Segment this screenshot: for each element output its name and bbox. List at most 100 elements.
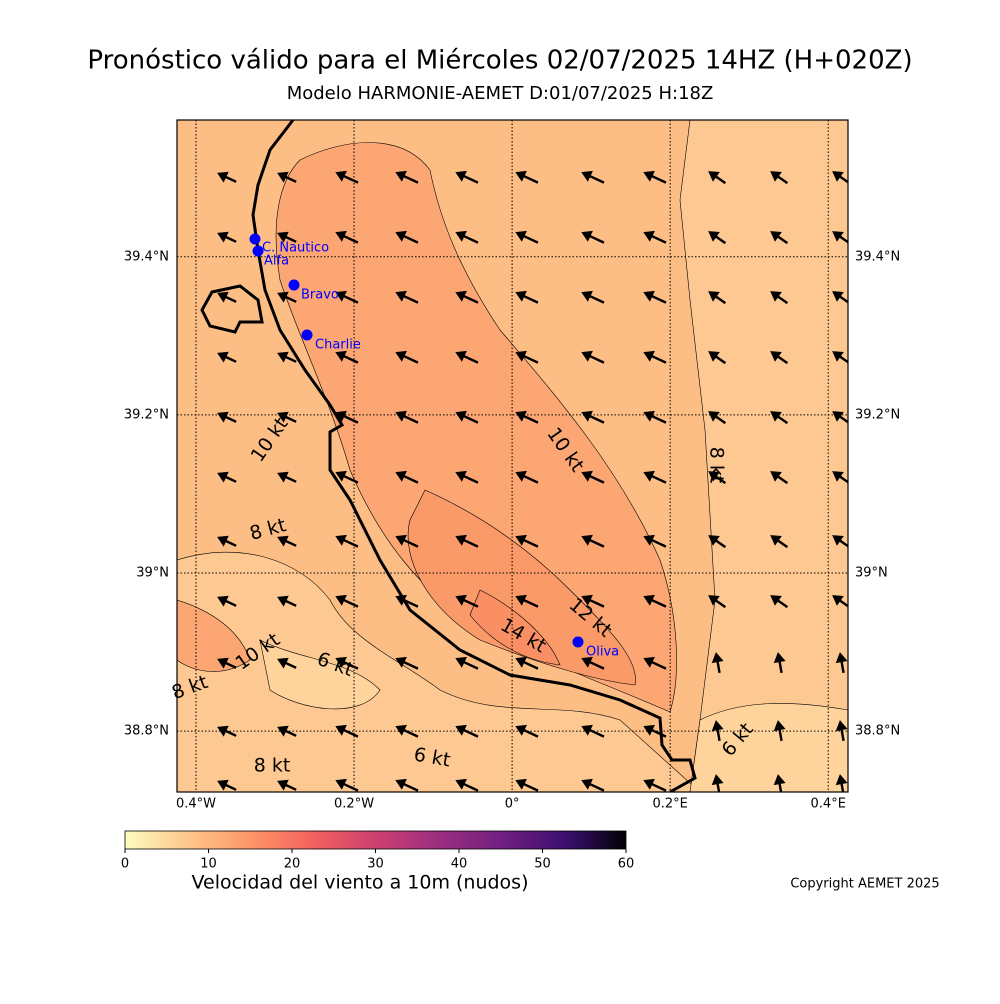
arrow-head (711, 774, 724, 786)
wind-arrow (770, 411, 789, 425)
wind-arrow (277, 595, 297, 607)
field-6kt-se (689, 703, 848, 792)
wind-arrow (643, 470, 667, 484)
arrow-head (455, 724, 467, 736)
wind-arrow (217, 657, 237, 669)
arrow-head (835, 774, 848, 786)
arrow-head (832, 471, 844, 482)
station-marker (301, 329, 313, 341)
wind-arrow (455, 778, 479, 792)
wind-arrow (515, 230, 539, 244)
wind-arrow (643, 350, 667, 364)
arrow-head (581, 170, 593, 182)
wind-arrow (455, 290, 479, 304)
arrow-head (835, 652, 848, 664)
field-8kt-south (177, 551, 701, 792)
arrow-head (711, 652, 724, 664)
wind-arrow (515, 410, 539, 424)
arrow-head (455, 230, 467, 242)
wind-arrow (581, 594, 605, 608)
arrow-head (832, 231, 844, 242)
arrow-head (217, 471, 229, 483)
arrow-head (832, 171, 844, 182)
arrow-head (335, 470, 347, 482)
station-name: Charlie (315, 338, 361, 353)
field-10kt-west (177, 599, 251, 672)
arrow-head (217, 535, 229, 547)
wind-arrow (581, 656, 605, 670)
arrow-head (770, 351, 782, 362)
arrow-head (335, 410, 347, 422)
arrow-head (335, 724, 347, 736)
wind-arrow (581, 778, 605, 792)
wind-arrow (395, 534, 419, 548)
wind-arrow (395, 594, 419, 608)
arrow-head (708, 411, 720, 422)
arrow-head (395, 410, 407, 422)
contour-label: 8 kt (706, 447, 728, 484)
arrow-head (835, 720, 848, 732)
arrow-head (643, 724, 655, 736)
wind-arrow (708, 411, 727, 425)
arrow-head (643, 410, 655, 422)
arrow-head (515, 290, 527, 302)
wind-arrow (335, 594, 359, 608)
field-14kt (469, 589, 561, 666)
lon-label: 0° (505, 797, 520, 812)
colorbar-tick-label: 40 (451, 857, 468, 872)
arrow-head (708, 291, 720, 302)
arrow-head (708, 471, 720, 482)
arrow-head (395, 470, 407, 482)
colorbar-tick-label: 50 (534, 857, 551, 872)
arrow-head (277, 171, 289, 183)
arrow-head (277, 351, 289, 363)
station-marker (572, 636, 584, 648)
wind-arrow (277, 231, 297, 243)
wind-arrow (643, 410, 667, 424)
wind-arrow (335, 350, 359, 364)
station-marker (288, 279, 300, 291)
wind-arrow (277, 291, 297, 303)
arrow-head (217, 291, 229, 303)
station-marker (249, 233, 261, 245)
wind-arrow (277, 657, 297, 669)
wind-arrow (455, 534, 479, 548)
subtitle: Modelo HARMONIE-AEMET D:01/07/2025 H:18Z (287, 83, 714, 104)
arrow-head (217, 657, 229, 669)
wind-arrow (835, 720, 848, 742)
field-6kt (259, 639, 381, 710)
wind-arrow (455, 410, 479, 424)
wind-arrow (335, 230, 359, 244)
wind-arrow (708, 351, 727, 365)
arrow-head (643, 350, 655, 362)
arrow-head (395, 290, 407, 302)
arrow-head (335, 350, 347, 362)
arrow-head (395, 656, 407, 668)
wind-arrow (455, 656, 479, 670)
lat-label: 38.8°N (124, 724, 169, 739)
arrow-head (581, 410, 593, 422)
arrow-head (455, 170, 467, 182)
wind-arrow (643, 170, 667, 184)
arrow-head (395, 534, 407, 546)
arrow-head (832, 411, 844, 422)
title: Pronóstico válido para el Miércoles 02/0… (87, 46, 912, 76)
lagoon (200, 284, 264, 334)
lon-label: 0.2°W (334, 797, 374, 812)
wind-arrow (335, 778, 359, 792)
station-name: Oliva (586, 645, 619, 660)
wind-arrow (335, 410, 359, 424)
arrow-head (335, 230, 347, 242)
arrow-head (832, 351, 844, 362)
wind-arrow (770, 471, 789, 485)
wind-arrow (835, 652, 848, 674)
wind-arrow (515, 470, 539, 484)
arrow-head (708, 231, 720, 242)
colorbar-tick-label: 10 (200, 857, 217, 872)
wind-arrow (770, 171, 789, 185)
arrow-head (643, 230, 655, 242)
wind-arrow (395, 410, 419, 424)
wind-arrow (581, 350, 605, 364)
arrow-head (515, 594, 527, 606)
arrow-head (455, 656, 467, 668)
